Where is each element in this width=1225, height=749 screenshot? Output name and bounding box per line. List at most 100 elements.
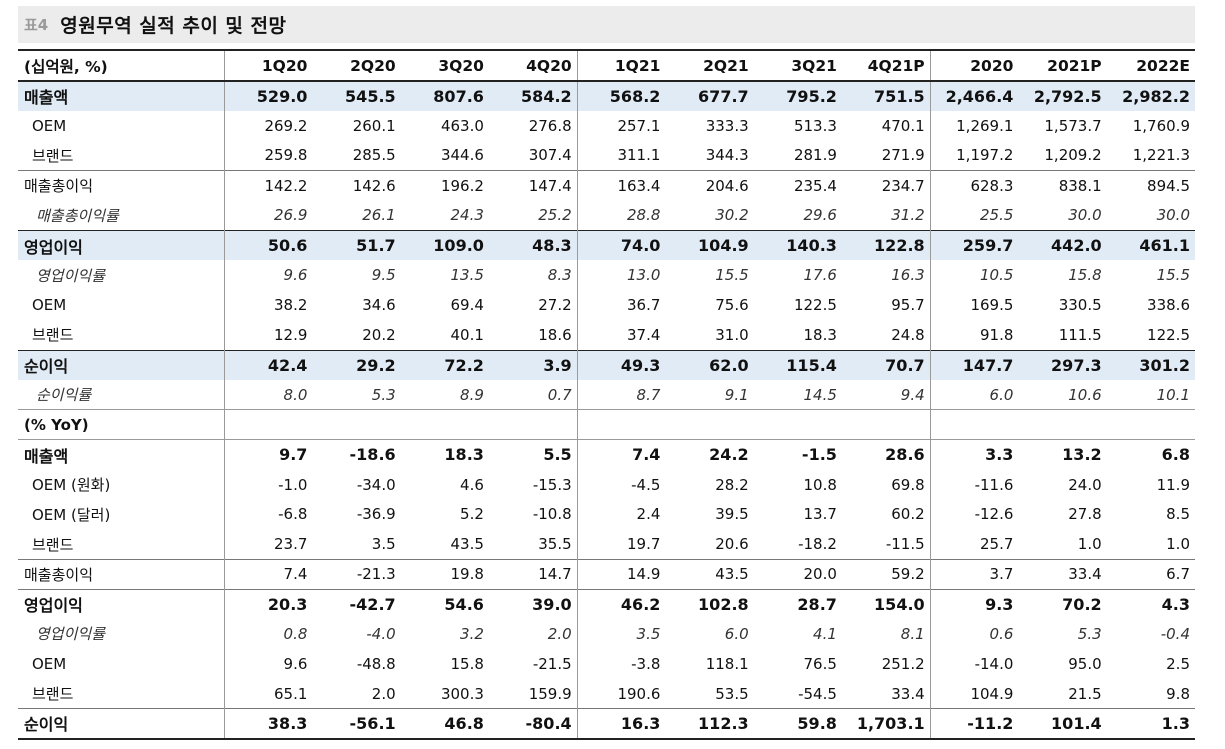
table-cell: [665, 409, 754, 441]
table-cell: 163.4: [576, 170, 666, 201]
table-cell: -21.5: [532, 654, 572, 673]
table-cell: 9.6: [283, 266, 308, 285]
table-cell: 2,792.5: [1018, 81, 1107, 111]
table-cell: -4.5: [576, 469, 666, 500]
table-cell: [929, 409, 1019, 441]
table-cell: 251.2: [881, 654, 925, 673]
table-cell: 24.8: [891, 325, 925, 344]
table-cell: -42.7: [312, 588, 401, 620]
table-row: OEM (원화) -1.0 -34.0 4.6 -15.3 -4.5 28.2 10.8 69.…: [18, 469, 1195, 500]
table-cell: 5.5: [543, 445, 572, 465]
table-cell: 3.3: [929, 439, 1019, 470]
table-cell: 20.2: [362, 325, 396, 344]
table-cell: 7.4: [224, 558, 313, 590]
table-cell: 95.7: [891, 296, 925, 315]
table-cell: 39.5: [715, 505, 749, 524]
table-cell: 9.8: [1166, 684, 1190, 703]
table-cell: 147.7: [929, 349, 1019, 380]
table-cell: 65.1: [274, 684, 308, 703]
table-cell: 344.3: [705, 146, 749, 165]
table-cell: -11.6: [929, 469, 1019, 500]
table-row: 매출액 529.0 545.5 807.6 584.2 568.2 677.7 795.2 75…: [18, 81, 1195, 111]
table-cell: 49.3: [576, 349, 666, 380]
table-cell: 307.4: [528, 146, 572, 165]
table-cell: 584.2: [488, 81, 578, 111]
table-cell: 4.1: [813, 624, 837, 643]
table-cell: 204.6: [665, 170, 754, 201]
table-row: 브랜드 65.1 2.0 300.3 159.9 190.6 53.5 -54.5 33.4 10…: [18, 678, 1195, 709]
table-cell: 1,221.3: [1132, 146, 1190, 165]
table-cell: 1.3: [1106, 708, 1195, 740]
table-cell: [576, 409, 666, 441]
table-cell: 21.5: [1068, 684, 1102, 703]
table-cell: 23.7: [274, 535, 308, 554]
table-cell: 330.5: [1058, 296, 1102, 315]
table-cell: 11.9: [1156, 475, 1190, 494]
table-cell: 0.8: [283, 624, 308, 643]
table-cell: 54.6: [400, 588, 489, 620]
table-cell: 147.4: [488, 170, 578, 201]
table-cell: 109.0: [400, 229, 489, 261]
table-cell: 91.8: [929, 320, 1019, 351]
table-cell: 2.0: [371, 684, 396, 703]
table-cell: 115.4: [753, 349, 842, 380]
table-cell: 36.7: [576, 290, 666, 321]
table-cell: 72.2: [400, 349, 489, 380]
table-cell: 43.5: [665, 558, 754, 590]
table-cell: 14.7: [488, 558, 578, 590]
table-cell: 51.7: [312, 229, 401, 261]
column-header: 2021P: [1018, 49, 1107, 82]
table-cell: 30.0: [1068, 206, 1102, 225]
table-cell: 297.3: [1018, 349, 1107, 380]
table-cell: [488, 409, 578, 441]
row-label: 매출액: [18, 439, 225, 470]
table-cell: 25.5: [929, 200, 1019, 231]
row-label: 영업이익: [18, 229, 225, 261]
report-figure: 표4 영원무역 실적 추이 및 전망 (십억원, %) 1Q20 2Q20 3Q20 4…: [18, 6, 1195, 740]
table-cell: 8.3: [547, 266, 572, 285]
table-cell: 10.1: [1156, 385, 1190, 404]
table-cell: -11.2: [929, 708, 1019, 740]
row-label: 브랜드: [18, 320, 225, 351]
row-label: (% YoY): [18, 409, 225, 441]
row-label: 브랜드: [18, 529, 225, 560]
table-cell: -48.8: [356, 654, 396, 673]
table-cell: 301.2: [1106, 349, 1195, 380]
table-cell: 30.0: [1156, 206, 1190, 225]
table-cell: 568.2: [576, 81, 666, 111]
table-cell: 10.8: [803, 475, 837, 494]
table-cell: 50.6: [224, 229, 313, 261]
table-row: OEM 269.2 260.1 463.0 276.8 257.1 333.3 513.3 47…: [18, 110, 1195, 141]
table-cell: 26.1: [362, 206, 396, 225]
row-label: 매출총이익: [18, 558, 225, 590]
table-cell: [841, 409, 931, 441]
table-cell: 461.1: [1106, 229, 1195, 261]
table-cell: 8.7: [576, 379, 666, 410]
column-header: 3Q20: [400, 49, 489, 82]
table-cell: -54.5: [798, 684, 837, 703]
table-cell: 260.1: [352, 116, 396, 135]
table-cell: 76.5: [803, 654, 837, 673]
table-cell: 269.2: [264, 116, 308, 135]
table-cell: 257.1: [576, 110, 666, 141]
table-cell: 53.5: [715, 684, 749, 703]
table-cell: 8.1: [900, 624, 925, 643]
table-title-bar: 표4 영원무역 실적 추이 및 전망: [18, 6, 1195, 43]
table-row: (% YoY): [18, 409, 1195, 441]
table-cell: 12.9: [274, 325, 308, 344]
table-cell: 6.7: [1106, 558, 1195, 590]
table-cell: 344.6: [440, 146, 484, 165]
table-cell: 234.7: [841, 170, 931, 201]
table-cell: 69.8: [891, 475, 925, 494]
table-cell: 442.0: [1018, 229, 1107, 261]
table-cell: 3.7: [929, 558, 1019, 590]
table-cell: 2.5: [1166, 654, 1190, 673]
table-cell: 285.5: [352, 146, 396, 165]
table-cell: 276.8: [528, 116, 572, 135]
table-cell: 16.3: [891, 266, 925, 285]
table-cell: 48.3: [488, 229, 578, 261]
table-cell: -14.0: [929, 648, 1019, 679]
row-label: 영업이익률: [18, 260, 225, 291]
table-row: 매출총이익률 26.9 26.1 24.3 25.2 28.8 30.2 29.6 31.2 25…: [18, 200, 1195, 231]
table-cell: 69.4: [450, 296, 484, 315]
